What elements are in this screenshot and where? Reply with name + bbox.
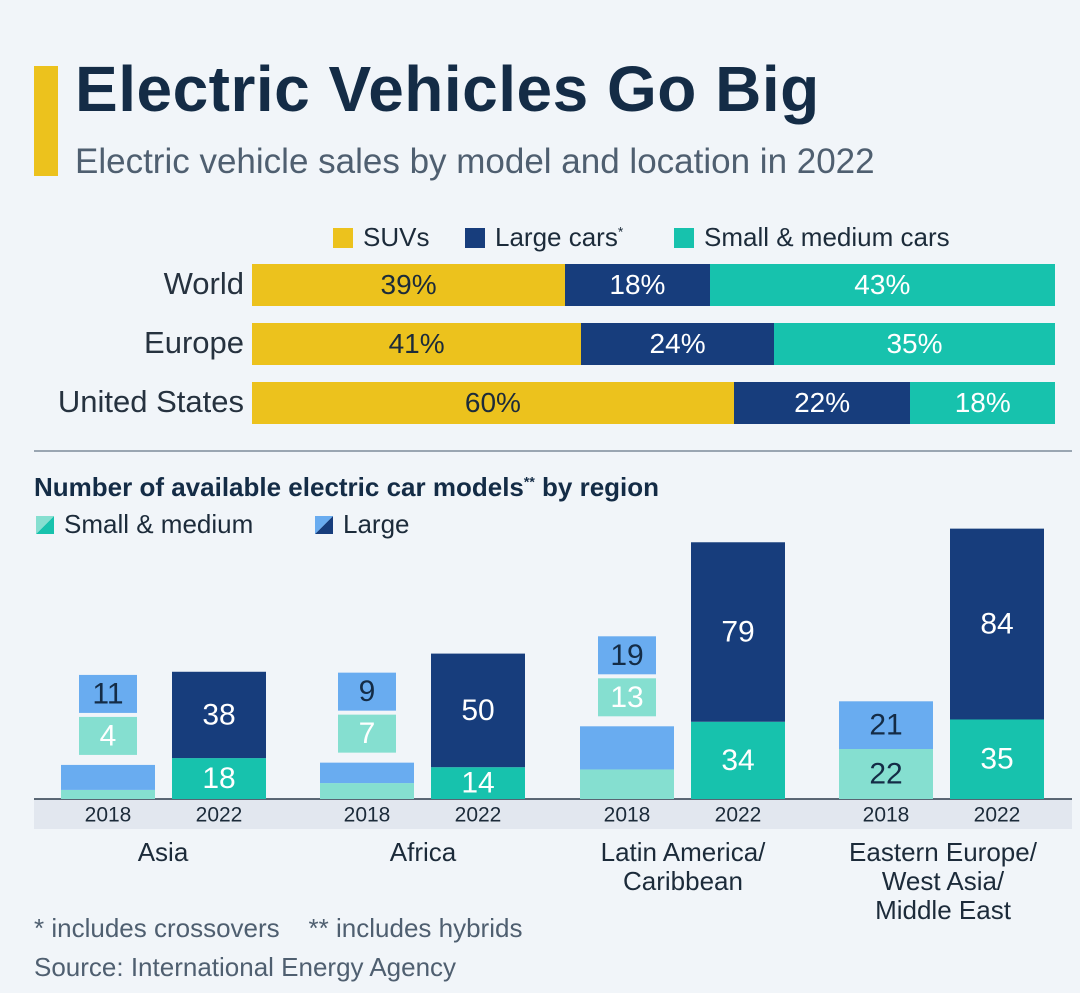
- legend-large: Large: [315, 509, 410, 540]
- section-divider: [34, 450, 1072, 452]
- bar-large-africa-2018: [320, 762, 414, 784]
- label-large-asia-2022: 38: [202, 698, 235, 731]
- bar-segment-world-small-medium: 43%: [709, 264, 1055, 306]
- legend-small-medium-label: Small & medium cars: [704, 222, 950, 252]
- suv-swatch: [333, 228, 353, 248]
- source-note: Source: International Energy Agency: [34, 952, 457, 982]
- legend-suvs: SUVs: [333, 222, 429, 253]
- label-small-medium-asia-2018: 4: [100, 719, 117, 752]
- legend-small-medium-cars: Small & medium cars: [674, 222, 950, 253]
- label-large-africa-2022: 50: [461, 694, 494, 727]
- tick-year-asia-2022: 2022: [196, 804, 243, 827]
- bar-segment-us-suvs: 60%: [252, 382, 734, 424]
- bar-segment-us-large: 22%: [733, 382, 911, 424]
- legend-large-cars: Large cars*: [465, 222, 623, 253]
- bar-segment-world-suvs: 39%: [252, 264, 566, 306]
- label-large-eastern-europe-west-asia-middle-east-2022: 84: [980, 608, 1013, 641]
- small-medium-swatch: [674, 228, 694, 248]
- bar-segment-world-large: 18%: [565, 264, 710, 306]
- legend-small-medium-text: Small & medium: [64, 509, 254, 539]
- label-box-large-africa-2018: [338, 672, 396, 711]
- tick-year-asia-2018: 2018: [85, 804, 132, 827]
- legend-large-text: Large: [343, 509, 410, 539]
- bar-large-africa-2022: [431, 653, 525, 768]
- bar-segment-europe-large: 24%: [581, 323, 774, 365]
- tick-year-latin-america-caribbean-2022: 2022: [715, 804, 762, 827]
- label-large-latin-america-caribbean-2018: 19: [610, 639, 643, 672]
- label-large-asia-2018: 11: [92, 677, 123, 710]
- label-small-medium-eastern-europe-west-asia-middle-east-2022: 35: [980, 743, 1013, 776]
- label-large-eastern-europe-west-asia-middle-east-2018: 21: [869, 709, 902, 742]
- label-box-small-medium-asia-2018: [79, 716, 137, 755]
- bar-small-medium-asia-2022: [172, 758, 266, 799]
- bar-large-eastern-europe-west-asia-middle-east-2022: [950, 528, 1044, 720]
- tick-year-africa-2022: 2022: [455, 804, 502, 827]
- region-label-asia-line-1: Asia: [138, 837, 189, 867]
- x-axis-strip: [34, 799, 1072, 829]
- page-title: Electric Vehicles Go Big: [75, 53, 820, 125]
- region-label-africa-line-1: Africa: [390, 837, 457, 867]
- tick-year-africa-2018: 2018: [344, 804, 391, 827]
- large-legend-icon: [315, 516, 333, 534]
- row-label-europe: Europe: [144, 325, 244, 360]
- tick-year-latin-america-caribbean-2018: 2018: [604, 804, 651, 827]
- label-box-small-medium-latin-america-caribbean-2018: [598, 678, 656, 717]
- region-chart-title: Number of available electric car models*…: [34, 472, 660, 502]
- label-small-medium-asia-2022: 18: [202, 762, 235, 795]
- tick-year-eastern-europe-west-asia-middle-east-2022: 2022: [974, 804, 1021, 827]
- bar-small-medium-eastern-europe-west-asia-middle-east-2022: [950, 719, 1044, 799]
- small-medium-legend-icon: [36, 516, 54, 534]
- bar-segment-us-small-medium: 18%: [910, 382, 1055, 424]
- page-subtitle: Electric vehicle sales by model and loca…: [75, 142, 875, 181]
- bar-small-medium-asia-2018: [61, 789, 155, 799]
- title-accent-bar: [34, 66, 58, 176]
- legend-large-label: Large cars*: [495, 222, 624, 252]
- region-label-eastern-europe-west-asia-middle-east-line-2: West Asia/: [882, 866, 1005, 896]
- label-box-large-latin-america-caribbean-2018: [598, 636, 656, 675]
- region-label-eastern-europe-west-asia-middle-east-line-1: Eastern Europe/: [849, 837, 1038, 867]
- label-large-africa-2018: 9: [359, 675, 376, 708]
- label-small-medium-latin-america-caribbean-2018: 13: [610, 681, 643, 714]
- bar-small-medium-africa-2018: [320, 783, 414, 799]
- bar-segment-europe-small-medium: 35%: [773, 323, 1055, 365]
- label-small-medium-eastern-europe-west-asia-middle-east-2018: 22: [869, 758, 902, 791]
- bar-large-latin-america-caribbean-2022: [691, 542, 785, 722]
- footnotes: * includes crossovers ** includes hybrid…: [34, 913, 523, 943]
- bar-segment-europe-suvs: 41%: [252, 323, 582, 365]
- bar-large-asia-2018: [61, 764, 155, 790]
- stacked-bar-united-states: 60% 22% 18%: [252, 382, 1055, 424]
- stacked-bar-world: 39% 18% 43%: [252, 264, 1055, 306]
- label-box-small-medium-africa-2018: [338, 714, 396, 753]
- stacked-bar-europe: 41% 24% 35%: [252, 323, 1055, 365]
- label-small-medium-latin-america-caribbean-2022: 34: [721, 744, 754, 777]
- bar-large-eastern-europe-west-asia-middle-east-2018: [839, 701, 933, 750]
- tick-year-eastern-europe-west-asia-middle-east-2018: 2018: [863, 804, 910, 827]
- bar-large-latin-america-caribbean-2018: [580, 726, 674, 770]
- region-label-latin-america-caribbean-line-1: Latin America/: [601, 837, 767, 867]
- bar-small-medium-africa-2022: [431, 767, 525, 799]
- region-label-eastern-europe-west-asia-middle-east-line-3: Middle East: [875, 895, 1012, 925]
- legend-suvs-label: SUVs: [363, 222, 430, 252]
- region-label-latin-america-caribbean-line-2: Caribbean: [623, 866, 743, 896]
- bar-small-medium-eastern-europe-west-asia-middle-east-2018: [839, 749, 933, 799]
- label-small-medium-africa-2022: 14: [461, 767, 494, 800]
- bar-small-medium-latin-america-caribbean-2018: [580, 769, 674, 799]
- row-label-united-states: United States: [57, 384, 244, 419]
- row-label-world: World: [163, 266, 244, 301]
- label-box-large-asia-2018: [79, 674, 137, 713]
- label-small-medium-africa-2018: 7: [359, 717, 376, 750]
- bar-small-medium-latin-america-caribbean-2022: [691, 721, 785, 799]
- label-large-latin-america-caribbean-2022: 79: [721, 616, 754, 649]
- large-swatch: [465, 228, 485, 248]
- legend-small-medium: Small & medium: [36, 509, 253, 540]
- bar-large-asia-2022: [172, 671, 266, 759]
